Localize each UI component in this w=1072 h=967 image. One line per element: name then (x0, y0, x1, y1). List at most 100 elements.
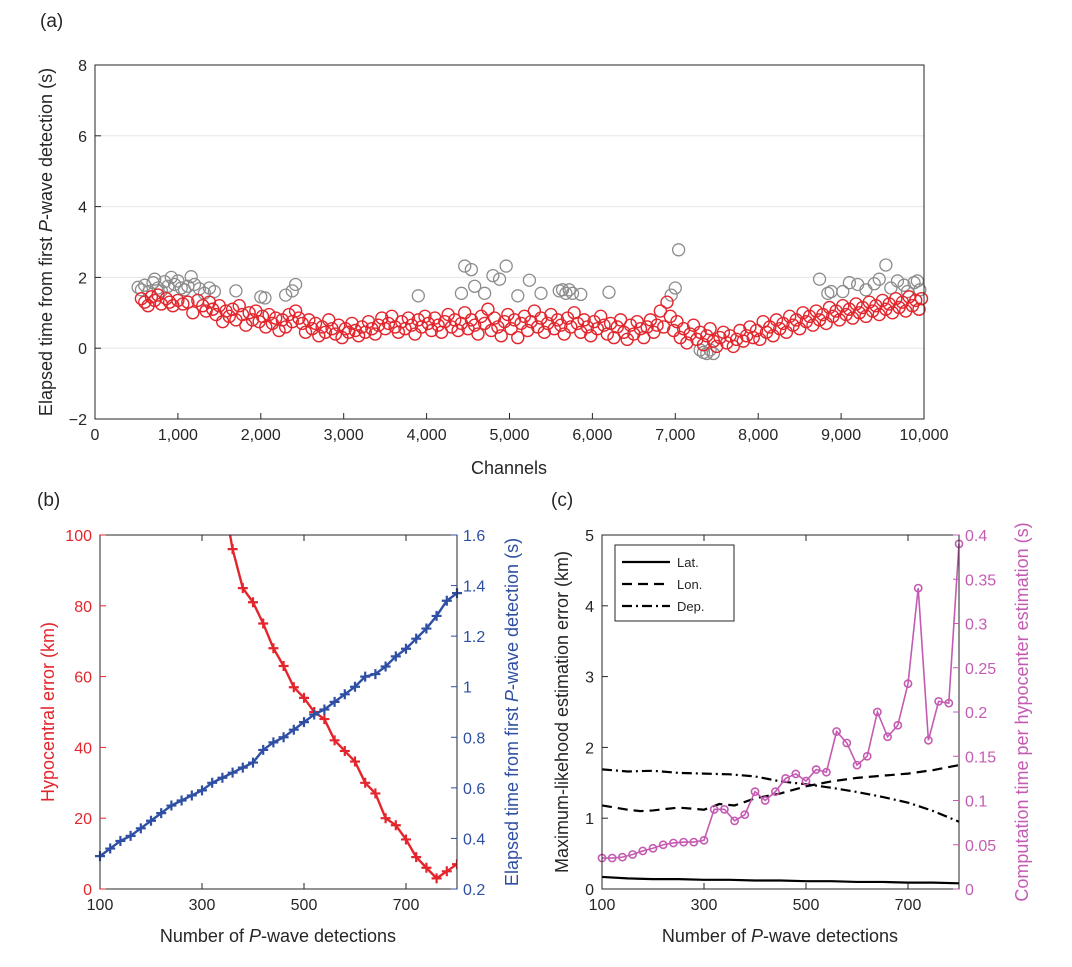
marker-computation-time (709, 804, 719, 814)
marker-computation-time (607, 853, 617, 863)
scatter-point-gray (157, 274, 172, 289)
y-tick-label: 0.1 (965, 794, 987, 811)
marker-elapsed-time (248, 757, 258, 768)
marker-computation-time (730, 816, 739, 826)
scatter-point-red (458, 306, 472, 320)
scatter-point-gray (555, 283, 570, 297)
marker-elapsed-time (411, 633, 422, 644)
scatter-point-gray (164, 270, 178, 285)
scatter-point-red (162, 295, 177, 309)
scatter-point-red (232, 299, 246, 313)
scatter-point-red (514, 316, 528, 331)
panel-a: (a) 0 1,000 2,000 3,000 4,000 5,000 6,000 7,000… (36, 11, 949, 478)
scatter-point-red (822, 300, 837, 315)
legend-dep-label: Dep. (677, 599, 704, 614)
scatter-point-red (769, 313, 784, 327)
legend-lon-label: Lon. (677, 577, 702, 592)
y-tick-label: 2 (78, 270, 87, 287)
marker-computation-time (699, 835, 709, 845)
x-tick-label: 1,000 (158, 427, 198, 444)
marker-hypocentral-error (319, 714, 330, 725)
panel-c-x-ticks: 100 300 500 700 (589, 535, 922, 914)
panel-a-gray-series (131, 243, 927, 361)
scatter-point-red (371, 318, 386, 332)
marker-computation-time (913, 583, 923, 593)
scatter-point-red (617, 325, 631, 339)
panel-b-red-series (227, 535, 457, 884)
marker-hypocentral-error (431, 873, 442, 884)
marker-hypocentral-error (227, 544, 238, 555)
marker-elapsed-time (135, 823, 146, 834)
scatter-point-red (670, 314, 684, 329)
y-tick-label: 1.4 (463, 579, 485, 596)
x-tick-label: 700 (895, 897, 922, 914)
scatter-point-gray (664, 288, 678, 302)
marker-elapsed-time (309, 709, 320, 720)
marker-computation-time (811, 765, 821, 774)
marker-computation-time (924, 735, 933, 745)
marker-elapsed-time (339, 689, 350, 700)
scatter-point-red (763, 320, 777, 334)
line-elapsed-time (99, 592, 458, 858)
legend-lat-label: Lat. (677, 555, 699, 570)
scatter-point-red (909, 293, 923, 308)
panel-c-left-y-ticks: 0 1 2 3 4 5 (585, 528, 608, 899)
scatter-point-red (481, 302, 495, 316)
scatter-point-gray (477, 286, 492, 300)
scatter-point-gray (700, 346, 714, 361)
scatter-point-red (408, 327, 422, 341)
scatter-point-gray (184, 270, 198, 284)
marker-computation-time (760, 796, 770, 805)
marker-hypocentral-error (360, 777, 371, 788)
scatter-point-red (703, 322, 717, 336)
scatter-point-red (288, 304, 303, 318)
marker-elapsed-time (329, 696, 340, 707)
scatter-point-gray (411, 289, 425, 303)
scatter-point-gray (279, 288, 293, 302)
marker-computation-time (893, 720, 903, 730)
scatter-point-red (660, 295, 674, 309)
y-tick-label: 20 (74, 811, 92, 828)
marker-elapsed-time (115, 835, 126, 846)
scatter-point-gray (458, 259, 472, 273)
panel-a-gridlines (95, 135, 924, 349)
scatter-point-red (259, 320, 273, 334)
marker-elapsed-time (176, 795, 187, 806)
scatter-point-red (511, 330, 525, 345)
marker-elapsed-time (105, 843, 116, 854)
marker-elapsed-time (288, 724, 299, 735)
marker-elapsed-time (299, 717, 309, 728)
scatter-point-red (796, 306, 810, 320)
panel-c-right-ylabel: Computation time per hypocenter estimati… (1012, 522, 1032, 901)
y-tick-label: 1 (463, 680, 472, 697)
marker-computation-time (832, 727, 841, 736)
x-tick-label: 700 (393, 897, 420, 914)
scatter-point-gray (288, 277, 303, 292)
x-tick-label: 500 (291, 897, 318, 914)
marker-computation-time (903, 679, 913, 689)
scatter-point-gray (879, 258, 893, 272)
panel-c-left-ylabel: Maximum-likehood estimation error (km) (552, 551, 572, 873)
marker-computation-time (648, 843, 658, 853)
scatter-point-gray (187, 277, 202, 292)
marker-computation-time (618, 852, 627, 862)
scatter-point-gray (884, 281, 898, 295)
scatter-point-red (262, 307, 276, 322)
marker-hypocentral-error (329, 735, 340, 746)
marker-computation-time (679, 837, 688, 847)
scatter-point-gray (824, 284, 838, 299)
scatter-point-gray (836, 284, 850, 299)
scatter-point-red (474, 309, 489, 324)
scatter-point-gray (534, 286, 548, 300)
x-tick-label: 9,000 (821, 427, 861, 444)
marker-elapsed-time (186, 790, 197, 801)
panel-b-xlabel: Number of P-wave detections (160, 926, 396, 946)
y-tick-label: 0.6 (463, 781, 485, 798)
y-tick-label: 80 (74, 599, 92, 616)
scatter-point-red (809, 304, 823, 318)
marker-computation-time (689, 837, 699, 847)
panel-b-red-clipped (227, 535, 457, 884)
y-tick-label: 8 (78, 58, 87, 75)
marker-computation-time (801, 776, 811, 786)
